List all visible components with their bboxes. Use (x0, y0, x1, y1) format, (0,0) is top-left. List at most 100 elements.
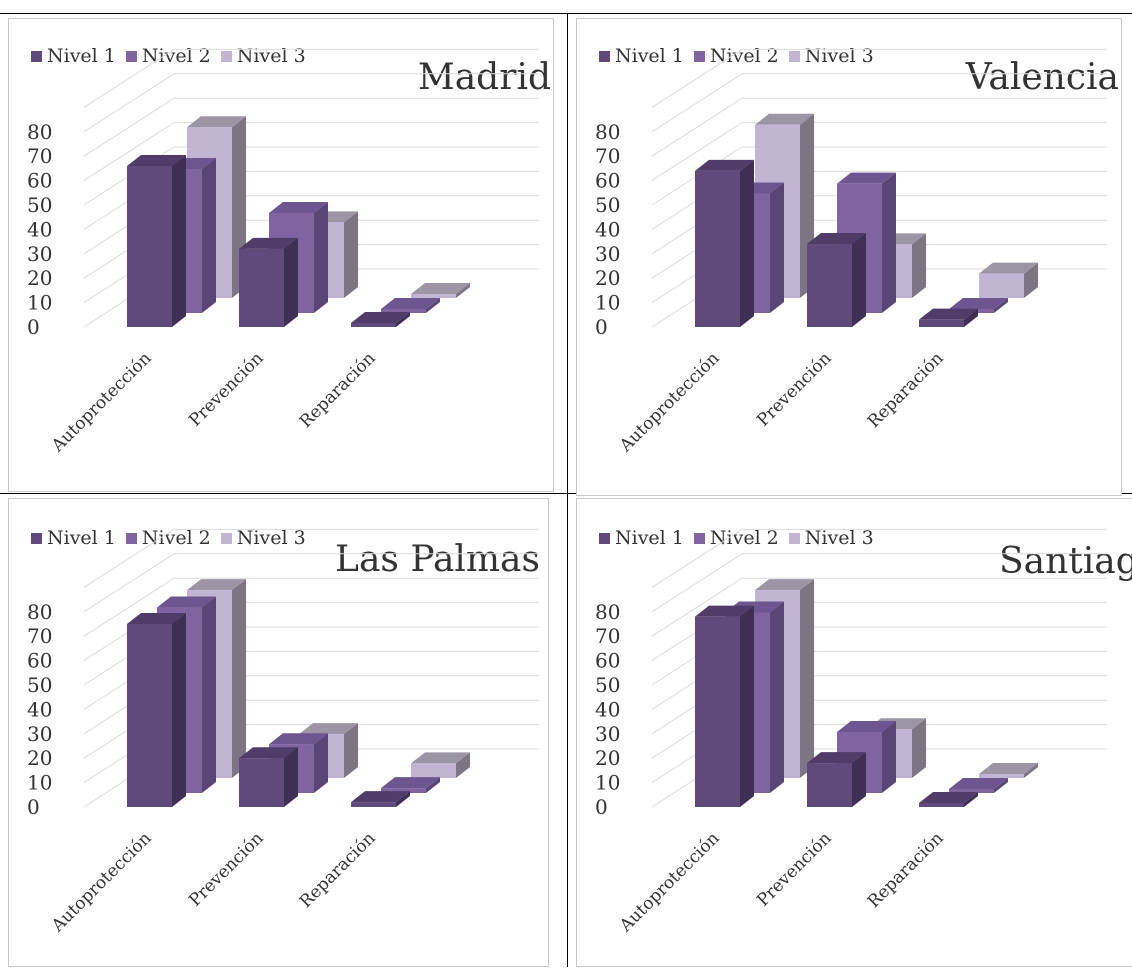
bar-side (994, 298, 1008, 313)
bar-top (239, 237, 298, 249)
chart-panel-las-palmas: Nivel 1 Nivel 2 Nivel 3 Las Palmas 0 10 20… (8, 498, 549, 967)
bar-top (837, 172, 896, 184)
legend: Nivel 1 Nivel 2 Nivel 3 (31, 45, 306, 67)
bar-side (800, 579, 814, 778)
bar-top (187, 116, 246, 128)
legend-label: Nivel 3 (804, 527, 874, 549)
legend-label: Nivel 1 (615, 45, 684, 67)
chart-panel-madrid: Nivel 1 Nivel 2 Nivel 3 Madrid 0 10 20 30 40… (8, 18, 554, 492)
legend-label: Nivel 3 (236, 45, 306, 67)
bar-top (269, 733, 328, 745)
bar-top (919, 792, 978, 803)
legend-item-nivel-1: Nivel 1 (599, 527, 684, 549)
gridline-diagonal (83, 553, 175, 613)
bar-front (381, 309, 426, 313)
chart-title: Santiago (999, 541, 1132, 582)
bar-side (882, 172, 896, 313)
legend-swatch-nivel-3 (220, 50, 232, 62)
y-tick-label: 10 (27, 291, 52, 315)
bar-top (411, 283, 470, 294)
legend: Nivel 1 Nivel 2 Nivel 3 (599, 527, 874, 549)
y-tick-label: 60 (595, 169, 620, 193)
gridline-diagonal (83, 48, 175, 108)
bar-front (949, 789, 994, 793)
bar-side (852, 233, 866, 327)
legend-label: Nivel 1 (47, 527, 116, 549)
bar-side (396, 791, 410, 807)
bar-front (411, 763, 456, 778)
bar-side (912, 718, 926, 778)
category-label: Prevención (753, 348, 835, 430)
bar-nivel1-prevención (807, 233, 866, 327)
bar-top (755, 579, 814, 591)
legend-label: Nivel 3 (236, 527, 306, 549)
bar-side (964, 308, 978, 327)
bar-top (919, 308, 978, 320)
category-label: Prevención (185, 348, 267, 430)
legend-label: Nivel 1 (47, 45, 116, 67)
y-tick-label: 50 (27, 193, 52, 217)
bar-side (852, 752, 866, 807)
bar-front (979, 273, 1024, 298)
bar-front (381, 788, 426, 793)
bar-nivel1-reparación (919, 792, 978, 807)
bar-front (807, 244, 852, 327)
y-tick-label: 80 (27, 120, 52, 144)
y-tick-label: 0 (27, 315, 40, 339)
y-tick-label: 10 (27, 771, 52, 795)
legend-swatch-nivel-1 (599, 50, 610, 62)
bar-nivel1-prevención (239, 747, 298, 807)
bar-front (695, 616, 740, 807)
bar-side (456, 283, 470, 298)
bar-side (284, 237, 298, 327)
bar-side (172, 154, 186, 327)
y-tick-label: 50 (595, 673, 620, 697)
legend-swatch-nivel-1 (31, 50, 42, 62)
bar-nivel1-autoprotección (695, 605, 754, 807)
bar-top (351, 312, 410, 323)
legend-item-nivel-2: Nivel 2 (693, 45, 779, 67)
legend-swatch-nivel-2 (693, 532, 705, 544)
legend-label: Nivel 3 (804, 45, 874, 67)
y-tick-label: 20 (27, 746, 52, 770)
gridline-diagonal (83, 122, 175, 182)
category-label: Reparación (864, 348, 948, 432)
bar-nivel3-reparación (979, 763, 1038, 778)
category-label: Prevención (185, 828, 267, 910)
bar-top (695, 605, 754, 617)
y-tick-label: 70 (27, 144, 52, 168)
bar-top (381, 298, 440, 309)
y-tick-label: 40 (595, 217, 620, 241)
y-tick-label: 10 (595, 291, 620, 315)
bar-top (807, 752, 866, 764)
bar-top (807, 233, 866, 245)
bar-top (979, 763, 1038, 774)
bar-top (411, 752, 470, 764)
bar-side (426, 777, 440, 793)
bar-nivel1-reparación (351, 791, 410, 807)
bar-top (127, 154, 186, 166)
legend-item-nivel-3: Nivel 3 (220, 45, 306, 67)
category-label: Reparación (864, 828, 948, 912)
bar-nivel2-reparación (949, 778, 1008, 793)
bar-nivel1-autoprotección (127, 154, 186, 327)
gridline-diagonal (651, 528, 743, 588)
legend-item-nivel-3: Nivel 3 (788, 527, 874, 549)
bar-front (351, 323, 396, 327)
bar-top (299, 723, 358, 735)
y-tick-label: 70 (27, 624, 52, 648)
bar-side (202, 158, 216, 313)
legend-swatch-nivel-3 (788, 532, 800, 544)
bar-side (912, 233, 926, 298)
bar-front (239, 758, 284, 807)
y-tick-label: 20 (595, 746, 620, 770)
legend-item-nivel-2: Nivel 2 (125, 45, 211, 67)
legend-swatch-nivel-3 (788, 50, 800, 62)
center-divider (567, 13, 568, 967)
bar-nivel1-reparación (919, 308, 978, 327)
chart-title: Madrid (417, 57, 551, 98)
middle-divider (0, 493, 1132, 494)
